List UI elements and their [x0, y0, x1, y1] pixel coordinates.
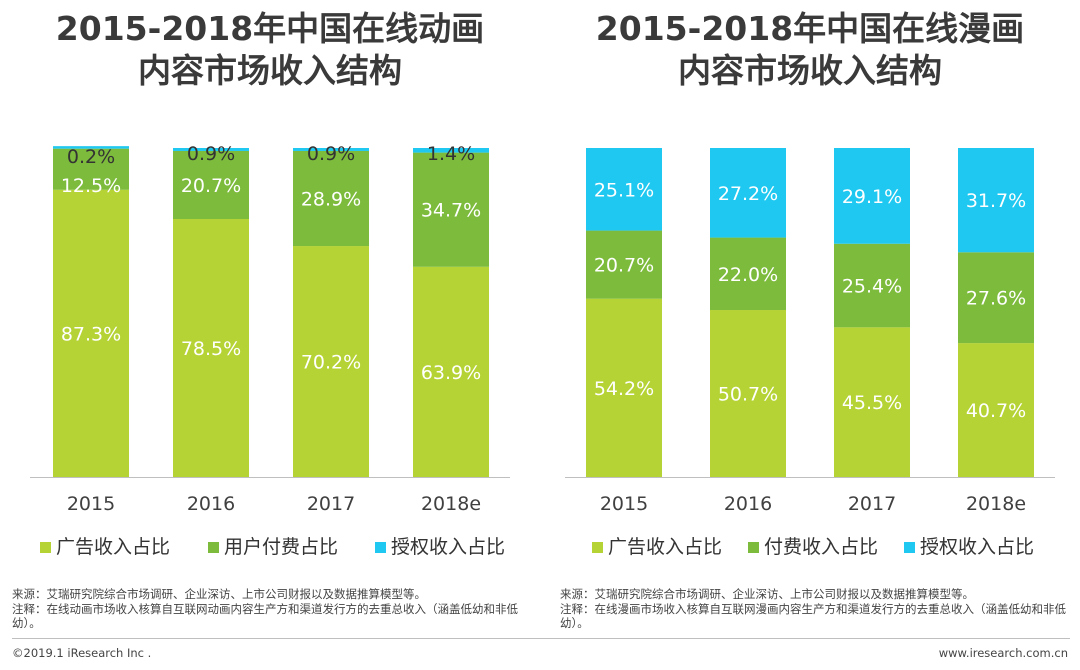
right-chart-title: 2015-2018年中国在线漫画 内容市场收入结构: [540, 8, 1080, 92]
x-tick-label-2015: 2015: [600, 493, 648, 515]
data-label-pay-2017: 28.9%: [301, 189, 361, 211]
x-tick-label-2016: 2016: [724, 493, 772, 515]
comics-revenue-chart: 54.2% 20.7% 25.1% 2015 50.7% 22.0% 27.2% 2016 45…: [565, 148, 1055, 558]
data-label-pay-2015: 12.5%: [61, 175, 121, 197]
data-label-license-2018e: 31.7%: [966, 190, 1026, 212]
bar-pay-2017: [293, 150, 369, 247]
legend-swatch-license: [375, 542, 386, 553]
data-label-ad-2017: 70.2%: [301, 352, 361, 374]
data-label-pay-2016: 20.7%: [181, 175, 241, 197]
data-label-pay-2018e: 27.6%: [966, 288, 1026, 310]
bar-license-2018e: [413, 148, 489, 153]
legend-label-license: 授权收入占比: [920, 536, 1034, 558]
bar-license-2016: [710, 148, 786, 238]
x-tick-label-2017: 2017: [307, 493, 355, 515]
bar-license-2018e: [958, 148, 1034, 253]
data-label-license-2018e: 1.4%: [427, 143, 475, 165]
bar-pay-2018e: [413, 152, 489, 267]
x-tick-label-2016: 2016: [187, 493, 235, 515]
data-label-license-2016: 27.2%: [718, 183, 778, 205]
x-tick-label-2018e: 2018e: [966, 493, 1026, 515]
data-label-pay-2016: 22.0%: [718, 264, 778, 286]
bar-ad-2017: [834, 327, 910, 477]
right-note-text: 注释：在线漫画市场收入核算自互联网漫画内容生产方和渠道发行方的去重总收入（涵盖低…: [560, 601, 1066, 631]
website-text: www.iresearch.com.cn: [938, 646, 1068, 660]
bar-ad-2018e: [958, 343, 1034, 477]
bar-pay-2016: [710, 237, 786, 311]
bar-license-2015: [53, 146, 129, 149]
bar-ad-2016: [710, 310, 786, 477]
data-label-ad-2018e: 40.7%: [966, 400, 1026, 422]
data-label-ad-2016: 78.5%: [181, 338, 241, 360]
data-label-license-2017: 0.9%: [307, 143, 355, 165]
left-source-text: 来源：艾瑞研究院综合市场调研、企业深访、上市公司财报以及数据推算模型等。: [12, 587, 426, 601]
data-label-ad-2015: 87.3%: [61, 323, 121, 345]
bar-pay-2015: [53, 148, 129, 190]
right-chart-title-line2: 内容市场收入结构: [678, 51, 942, 90]
bar-pay-2017: [834, 243, 910, 328]
legend-label-pay: 用户付费占比: [224, 536, 338, 558]
left-source-note: 来源：艾瑞研究院综合市场调研、企业深访、上市公司财报以及数据推算模型等。 注释：…: [12, 587, 532, 631]
x-tick-label-2015: 2015: [67, 493, 115, 515]
legend-label-license: 授权收入占比: [391, 536, 505, 558]
bar-license-2017: [834, 148, 910, 244]
data-label-ad-2015: 54.2%: [594, 378, 654, 400]
right-chart-title-line1: 2015-2018年中国在线漫画: [595, 9, 1025, 48]
data-label-pay-2015: 20.7%: [594, 255, 654, 277]
bar-ad-2018e: [413, 266, 489, 477]
bar-pay-2015: [586, 230, 662, 299]
bar-ad-2016: [173, 218, 249, 477]
data-label-ad-2018e: 63.9%: [421, 362, 481, 384]
bar-ad-2017: [293, 246, 369, 477]
bar-license-2016: [173, 148, 249, 151]
bar-ad-2015: [53, 189, 129, 477]
legend-label-ad: 广告收入占比: [608, 536, 722, 558]
bar-license-2015: [586, 148, 662, 231]
animation-revenue-chart: 87.3% 12.5% 0.2% 2015 78.5% 20.7% 0.9% 2016 70.2…: [30, 143, 510, 558]
legend-label-pay: 付费收入占比: [764, 536, 878, 558]
right-source-text: 来源：艾瑞研究院综合市场调研、企业深访、上市公司财报以及数据推算模型等。: [560, 587, 974, 601]
data-label-ad-2017: 45.5%: [842, 392, 902, 414]
bar-pay-2018e: [958, 252, 1034, 344]
copyright-text: ©2019.1 iResearch Inc .: [12, 646, 152, 660]
bar-pay-2016: [173, 150, 249, 219]
legend-swatch-ad: [40, 542, 51, 553]
legend-swatch-license: [904, 542, 915, 553]
legend-swatch-pay: [748, 542, 759, 553]
left-chart-title-line2: 内容市场收入结构: [138, 51, 402, 90]
data-label-ad-2016: 50.7%: [718, 384, 778, 406]
data-label-pay-2017: 25.4%: [842, 276, 902, 298]
left-note-text: 注释：在线动画市场收入核算自互联网动画内容生产方和渠道发行方的去重总收入（涵盖低…: [12, 601, 518, 631]
data-label-license-2015: 25.1%: [594, 179, 654, 201]
data-label-license-2015: 0.2%: [67, 146, 115, 168]
footer-divider: [12, 638, 1070, 639]
bar-ad-2015: [586, 298, 662, 477]
legend-label-ad: 广告收入占比: [56, 536, 170, 558]
legend-swatch-pay: [208, 542, 219, 553]
bar-license-2017: [293, 148, 369, 151]
x-tick-label-2018e: 2018e: [421, 493, 481, 515]
data-label-pay-2018e: 34.7%: [421, 200, 481, 222]
data-label-license-2016: 0.9%: [187, 143, 235, 165]
data-label-license-2017: 29.1%: [842, 186, 902, 208]
left-chart-title: 2015-2018年中国在线动画 内容市场收入结构: [0, 8, 540, 92]
x-tick-label-2017: 2017: [848, 493, 896, 515]
right-source-note: 来源：艾瑞研究院综合市场调研、企业深访、上市公司财报以及数据推算模型等。 注释：…: [560, 587, 1070, 631]
legend-swatch-ad: [592, 542, 603, 553]
left-chart-title-line1: 2015-2018年中国在线动画: [55, 9, 485, 48]
